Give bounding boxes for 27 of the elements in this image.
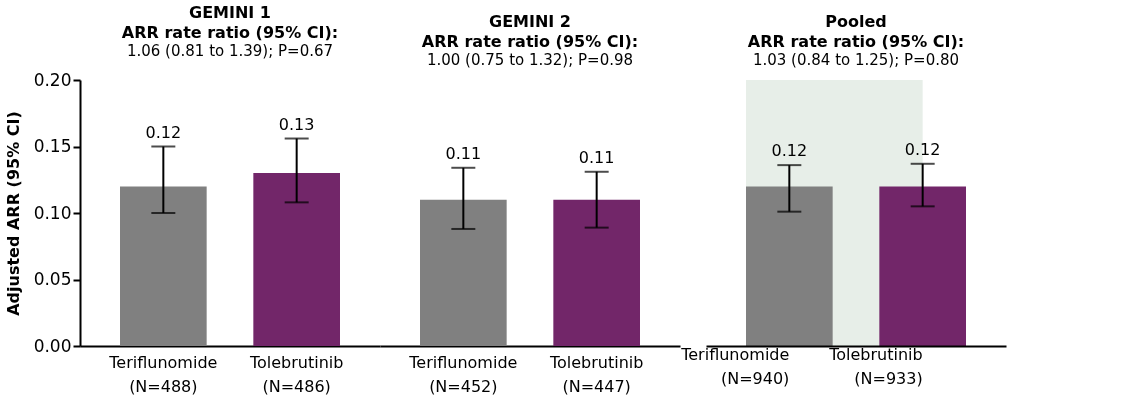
data-label: 0.12	[904, 139, 941, 159]
y-tick-label: 0.05	[33, 269, 72, 289]
x-tick-label: Teriflunomide (N=940)	[680, 344, 790, 388]
x-tick-label: Teriflunomide (N=488)	[108, 352, 218, 396]
y-tick-label: 0.15	[33, 136, 72, 156]
chart-title: Pooled	[825, 12, 887, 31]
data-label: 0.11	[578, 147, 615, 167]
chart-title: GEMINI 2	[489, 12, 571, 31]
y-tick-label: 0.10	[33, 202, 72, 223]
data-label: 0.13	[278, 114, 315, 134]
text: 1.00 (0.75 to 1.32); P=0.98	[426, 51, 634, 69]
x-tick-label: Tolebrutinib (N=447)	[548, 352, 644, 396]
chart-title: GEMINI 1	[189, 3, 271, 22]
data-label: 0.12	[145, 122, 182, 142]
x-tick-label: Tolebrutinib (N=486)	[248, 352, 344, 396]
chart-subtitle: ARR rate ratio (95% CI):	[747, 32, 965, 51]
y-tick-label: 0.00	[33, 335, 72, 356]
text: 1.06 (0.81 to 1.39); P=0.67	[126, 42, 334, 60]
chart-subtitle: ARR rate ratio (95% CI):	[121, 23, 339, 42]
y-tick-label: 0.20	[33, 69, 72, 90]
text: 1.03 (0.84 to 1.25); P=0.80	[752, 51, 960, 69]
y-axis-title: Adjusted ARR (95% CI)	[3, 111, 23, 316]
x-tick-label: Teriflunomide (N=452)	[408, 352, 518, 396]
data-label: 0.11	[445, 143, 482, 163]
x-tick-label: Tolebrutinib (N=933)	[828, 344, 923, 388]
chart-subtitle: ARR rate ratio (95% CI):	[421, 32, 639, 51]
data-label: 0.12	[771, 141, 808, 161]
